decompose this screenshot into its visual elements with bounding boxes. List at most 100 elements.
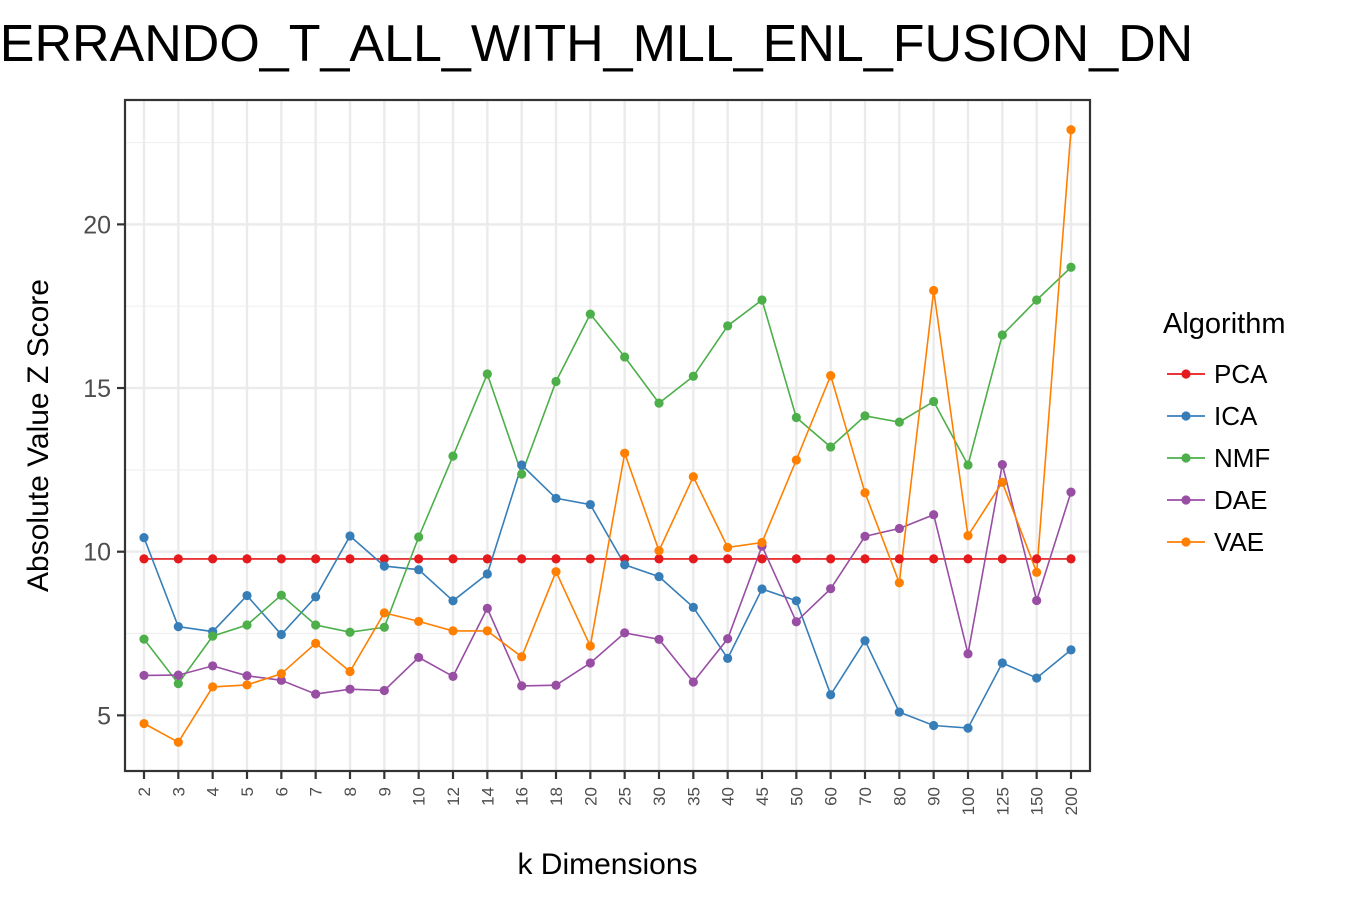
legend-label: PCA xyxy=(1214,359,1268,389)
data-point-nmf xyxy=(791,412,801,423)
data-point-nmf xyxy=(654,398,664,408)
data-point-dae xyxy=(791,617,801,627)
data-point-ica xyxy=(139,533,149,543)
data-point-ica xyxy=(723,653,733,664)
data-point-nmf xyxy=(379,622,389,632)
data-point-dae xyxy=(379,685,389,696)
data-point-dae xyxy=(345,684,355,694)
data-point-vae xyxy=(860,488,870,498)
legend-label: ICA xyxy=(1214,401,1258,431)
plot-panel xyxy=(125,100,1090,771)
data-point-nmf xyxy=(276,590,286,600)
data-point-pca xyxy=(311,554,321,564)
x-tick-label: 30 xyxy=(650,787,669,806)
data-point-vae xyxy=(997,477,1007,487)
legend-key-point xyxy=(1181,453,1191,463)
x-tick-label: 35 xyxy=(684,787,703,806)
x-tick-label: 20 xyxy=(581,787,600,806)
legend-key-point xyxy=(1181,411,1191,421)
data-point-nmf xyxy=(997,330,1007,340)
data-point-vae xyxy=(551,567,561,577)
data-point-ica xyxy=(1032,673,1042,683)
x-tick-label: 70 xyxy=(856,787,875,806)
data-point-pca xyxy=(379,554,389,564)
data-point-ica xyxy=(173,622,183,632)
plot-border xyxy=(123,98,1092,773)
data-point-ica xyxy=(379,561,389,571)
legend-label: VAE xyxy=(1214,527,1264,557)
x-tick-label: 6 xyxy=(272,787,291,796)
data-point-ica xyxy=(620,560,630,570)
x-tick-label: 4 xyxy=(204,787,223,796)
data-point-ica xyxy=(654,571,664,582)
data-point-pca xyxy=(345,554,355,564)
x-tick-label: 50 xyxy=(787,787,806,806)
data-point-dae xyxy=(208,661,218,671)
x-tick-label: 9 xyxy=(375,787,394,796)
data-point-pca xyxy=(723,554,733,564)
data-point-pca xyxy=(1032,554,1042,564)
data-point-dae xyxy=(482,603,492,613)
data-point-ica xyxy=(826,690,836,700)
data-point-vae xyxy=(723,542,733,553)
data-point-dae xyxy=(173,670,183,680)
data-point-dae xyxy=(311,689,321,699)
data-point-vae xyxy=(482,626,492,636)
data-point-nmf xyxy=(1032,295,1042,305)
data-point-dae xyxy=(688,677,698,687)
data-point-vae xyxy=(585,641,595,651)
y-tick-label: 5 xyxy=(97,702,111,730)
data-point-vae xyxy=(173,737,183,747)
data-point-pca xyxy=(688,554,698,564)
x-tick-label: 100 xyxy=(959,787,978,815)
x-tick-label: 60 xyxy=(822,787,841,806)
data-point-vae xyxy=(379,608,389,618)
data-point-nmf xyxy=(585,309,595,319)
data-point-dae xyxy=(1066,487,1076,497)
y-tick-label: 10 xyxy=(83,539,111,567)
x-tick-label: 45 xyxy=(753,787,772,806)
data-point-dae xyxy=(414,652,424,663)
data-point-nmf xyxy=(208,631,218,641)
data-point-dae xyxy=(139,670,149,681)
data-point-pca xyxy=(551,554,561,564)
x-tick-label: 2 xyxy=(135,787,154,796)
data-point-pca xyxy=(757,554,767,564)
data-point-nmf xyxy=(448,451,458,461)
data-point-nmf xyxy=(345,627,355,637)
data-point-ica xyxy=(894,707,904,717)
data-point-ica xyxy=(311,592,321,602)
data-point-ica xyxy=(929,720,939,731)
data-point-pca xyxy=(517,554,527,564)
x-tick-label: 10 xyxy=(410,787,429,806)
data-point-vae xyxy=(688,472,698,482)
data-point-pca xyxy=(173,554,183,564)
data-point-nmf xyxy=(173,679,183,689)
series-line-nmf xyxy=(143,266,1072,685)
legend-key-point xyxy=(1181,495,1191,505)
data-point-ica xyxy=(517,460,527,470)
data-point-dae xyxy=(929,510,939,520)
data-point-dae xyxy=(276,675,286,685)
series-line-vae xyxy=(143,129,1072,744)
data-point-vae xyxy=(654,546,664,556)
data-point-dae xyxy=(1032,595,1042,606)
legend-key-point xyxy=(1181,369,1191,379)
x-tick-label: 5 xyxy=(238,787,257,796)
data-point-nmf xyxy=(894,417,904,427)
data-point-ica xyxy=(791,596,801,606)
data-point-dae xyxy=(997,460,1007,470)
x-tick-label: 80 xyxy=(890,787,909,806)
data-point-nmf xyxy=(242,620,252,630)
legend-label: DAE xyxy=(1214,485,1267,515)
data-point-pca xyxy=(1066,554,1076,564)
data-point-pca xyxy=(276,554,286,564)
x-tick-label: 16 xyxy=(513,787,532,806)
data-point-vae xyxy=(1066,125,1076,135)
data-point-vae xyxy=(208,682,218,692)
data-point-nmf xyxy=(860,411,870,421)
data-point-nmf xyxy=(688,371,698,381)
data-point-pca xyxy=(208,554,218,564)
data-point-pca xyxy=(997,554,1007,564)
